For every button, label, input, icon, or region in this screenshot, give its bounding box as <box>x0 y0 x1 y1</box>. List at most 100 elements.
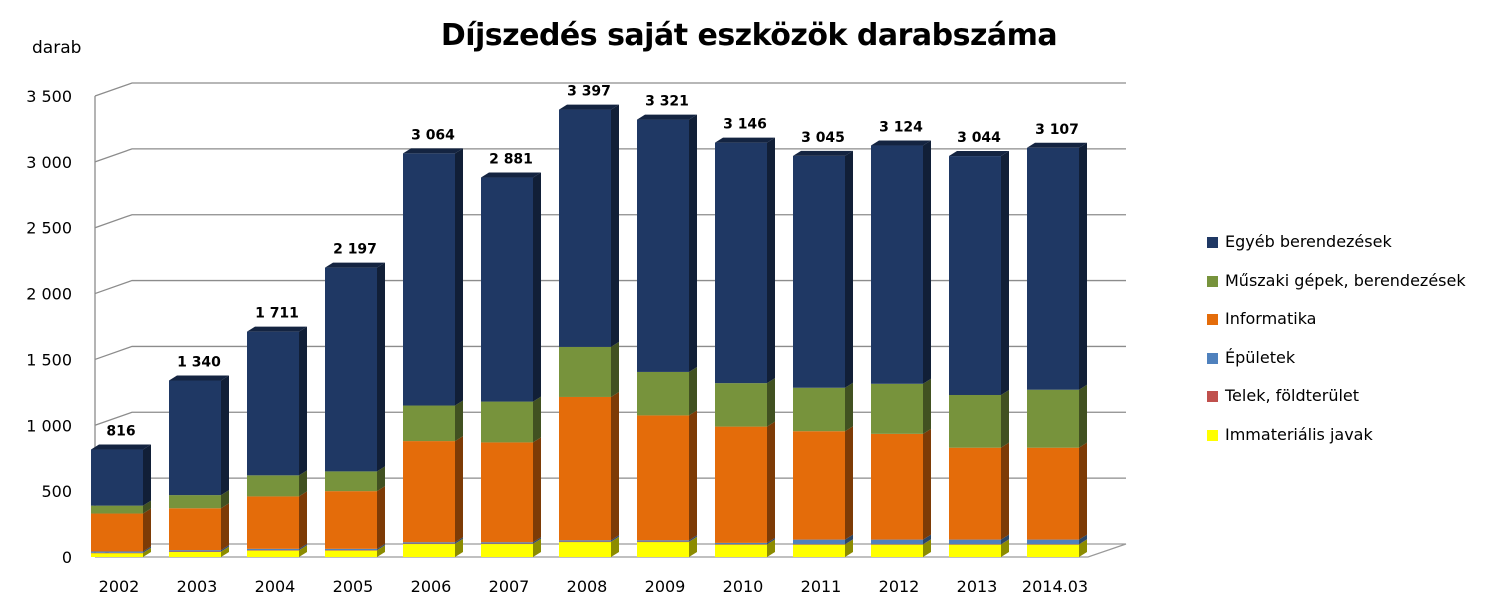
gridline <box>94 148 1126 163</box>
legend-swatch <box>1207 275 1218 287</box>
legend-swatch <box>1207 352 1218 364</box>
x-tick-label: 2011 <box>801 577 842 596</box>
x-tick-label: 2007 <box>489 577 530 596</box>
bar-segment <box>481 542 533 544</box>
bar-segment <box>1027 539 1079 545</box>
bar-side <box>143 546 151 553</box>
bar-segment <box>325 267 377 472</box>
bar-segment <box>871 539 923 545</box>
bar-side <box>611 536 619 557</box>
bar-segment <box>169 508 221 551</box>
bar-top <box>169 375 229 381</box>
bar-segment <box>325 550 377 557</box>
bar-side <box>923 428 931 540</box>
bar-total-label: 3 044 <box>957 130 1001 146</box>
bar-total-label: 3 397 <box>567 84 611 100</box>
legend-swatch <box>1207 314 1218 325</box>
bar-side <box>1001 539 1009 557</box>
bar-total-label: 3 124 <box>879 120 923 136</box>
bar-segment <box>793 431 845 540</box>
y-tick-label: 2 500 <box>26 219 72 238</box>
bar-segment <box>169 551 221 552</box>
bar-side <box>533 538 541 557</box>
bar-segment <box>1027 147 1079 390</box>
bar-side <box>299 326 307 476</box>
bar-segment <box>793 155 845 388</box>
bar-top <box>793 150 853 156</box>
bar-side <box>221 490 229 509</box>
bar-segment <box>1027 544 1079 545</box>
bar-segment <box>91 552 143 554</box>
bar-total-label: 3 045 <box>801 130 845 146</box>
bar-side <box>923 539 931 557</box>
gridline <box>94 82 1126 97</box>
x-tick-label: 2008 <box>567 577 608 596</box>
bar-side <box>221 545 229 552</box>
legend-label: Immateriális javak <box>1225 424 1373 444</box>
bar-side <box>455 537 463 544</box>
bar-top <box>949 151 1009 157</box>
bar-side <box>143 548 151 557</box>
bar-segment <box>871 544 923 557</box>
bar-side <box>533 172 541 402</box>
x-tick-label: 2009 <box>645 577 686 596</box>
bar-segment <box>169 380 221 496</box>
bar-segment <box>715 544 767 557</box>
bar-segment <box>871 433 923 540</box>
bar-side <box>767 378 775 427</box>
x-tick-label: 2010 <box>723 577 764 596</box>
bar-side <box>1079 539 1087 545</box>
bar-segment <box>715 142 767 384</box>
bar-segment <box>949 539 1001 545</box>
bar-segment <box>949 544 1001 545</box>
bar-segment <box>481 543 533 545</box>
bar-segment <box>403 405 455 442</box>
bar-top <box>91 444 151 450</box>
bar-segment <box>325 550 377 551</box>
bar-top <box>247 326 307 332</box>
bar-side <box>845 534 853 545</box>
bar-side <box>767 537 775 545</box>
bar-side <box>1079 539 1087 557</box>
bar-segment <box>169 495 221 509</box>
bar-side <box>689 535 697 542</box>
bar-segment <box>559 396 611 541</box>
x-tick-label: 2005 <box>333 577 374 596</box>
bar-top <box>1027 142 1087 148</box>
bar-segment <box>949 156 1001 395</box>
bar-segment <box>403 542 455 544</box>
bar-segment <box>247 475 299 497</box>
x-tick-label: 2006 <box>411 577 452 596</box>
bar-segment <box>637 119 689 372</box>
bar-segment <box>793 387 845 432</box>
bar-segment <box>559 109 611 347</box>
bar-segment <box>403 153 455 406</box>
bar-side <box>689 410 697 541</box>
bar-side <box>533 396 541 443</box>
bar-segment <box>949 394 1001 448</box>
legend-swatch <box>1207 237 1218 248</box>
y-tick-label: 1 000 <box>26 416 72 435</box>
bar-total-label: 3 321 <box>645 94 689 110</box>
bar-side <box>1079 534 1087 545</box>
x-tick-label: 2003 <box>177 577 218 596</box>
bar-segment <box>715 542 767 545</box>
bar-side <box>455 148 463 406</box>
legend-swatch <box>1207 429 1218 441</box>
bar-side <box>221 546 229 552</box>
bar-side <box>377 486 385 549</box>
bar-side <box>611 104 619 347</box>
bar-top <box>559 104 619 110</box>
bar-side <box>845 539 853 545</box>
x-tick-label: 2012 <box>879 577 920 596</box>
bar-segment <box>247 550 299 557</box>
bar-side <box>299 545 307 551</box>
bar-top <box>715 137 775 143</box>
bar-segment <box>949 447 1001 540</box>
bar-top <box>481 172 541 178</box>
bar-side <box>923 539 931 545</box>
bar-side <box>299 491 307 549</box>
legend-label: Műszaki gépek, berendezések <box>1225 270 1466 290</box>
bar-segment <box>91 513 143 552</box>
bar-segment <box>91 553 143 557</box>
